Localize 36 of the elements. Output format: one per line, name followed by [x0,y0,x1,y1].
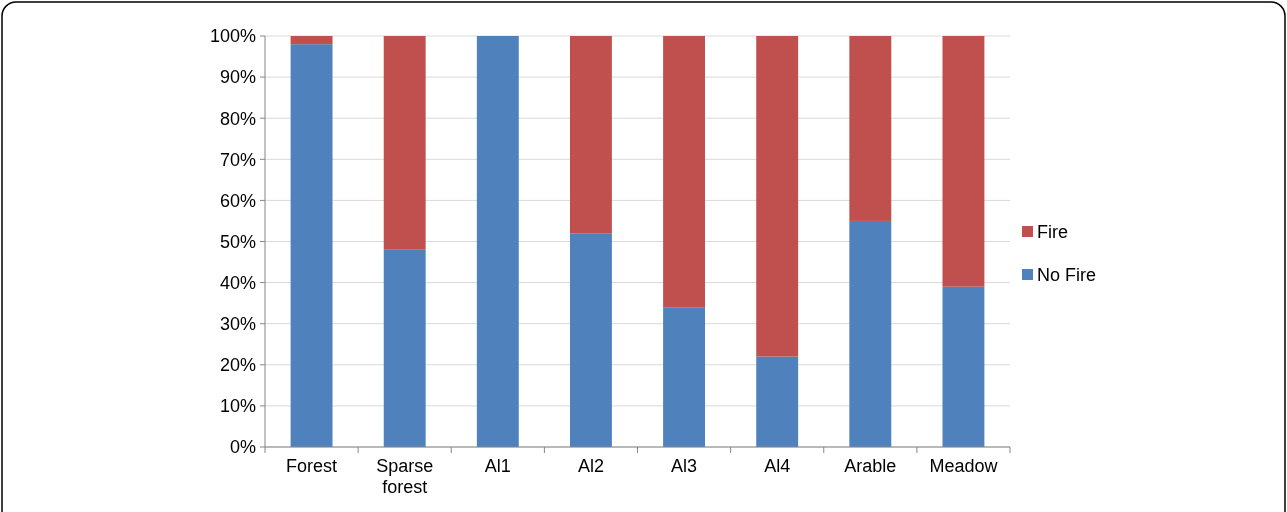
y-tick-label: 60% [219,190,256,211]
bar [569,36,612,234]
y-tick-label: 40% [219,272,256,293]
x-tick-label: Arable [844,456,897,476]
bar [849,220,892,447]
legend-label: Fire [1037,222,1068,243]
bar [383,36,426,250]
bar [942,36,985,287]
bar [942,286,985,447]
x-tick-label: Forest [286,456,338,476]
y-tick-label: 100% [209,26,256,47]
x-tick-label: Al4 [764,456,791,476]
x-tick-label: Meadow [929,456,999,476]
bar [663,307,706,447]
y-tick-label: 70% [219,149,256,170]
bar [756,36,799,357]
x-tick-label: Al2 [577,456,604,476]
y-tick-label: 90% [219,67,256,88]
y-tick-label: 10% [219,396,256,417]
legend-label: No Fire [1037,265,1097,286]
bar [849,36,892,221]
x-tick-label: Al1 [484,456,511,476]
bar [290,44,333,447]
x-tick-label: Sparse forest [376,456,434,497]
bar [476,36,519,447]
y-tick-label: 50% [219,231,256,252]
y-tick-label: 30% [219,314,256,334]
y-tick-label: 0% [229,437,256,458]
x-tick-label: Al3 [671,456,698,476]
bar [290,36,333,45]
y-tick-label: 20% [219,355,256,376]
bar [569,233,612,447]
y-tick-label: 80% [219,108,256,129]
bar [663,36,706,308]
bar [756,356,799,447]
bar [383,249,426,447]
